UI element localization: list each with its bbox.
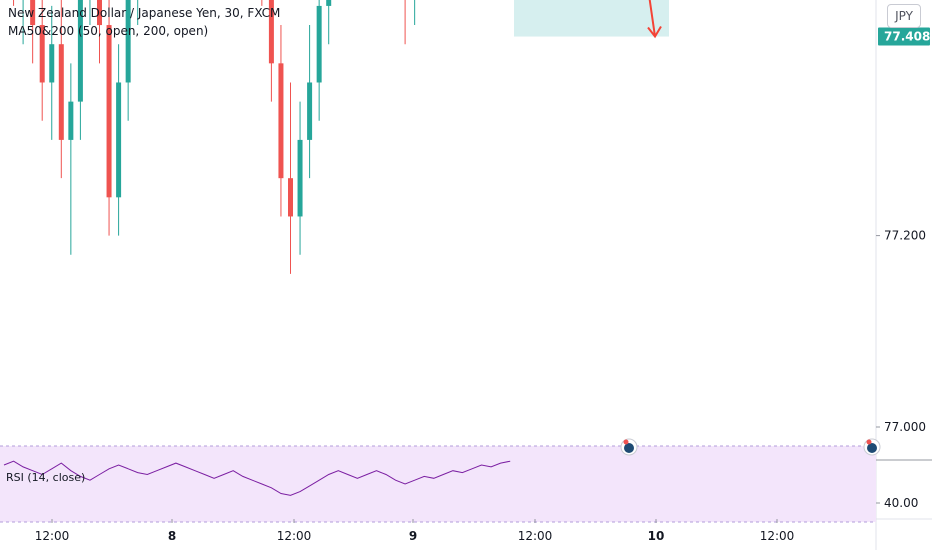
time-tick-label: 12:00	[518, 529, 553, 543]
indicator-title: MA50&200 (50, open, 200, open)	[8, 24, 209, 38]
candle-body	[297, 139, 303, 217]
event-icon-flag[interactable]	[866, 439, 872, 445]
candle	[297, 101, 303, 255]
axes: 78.40078.20077.80077.60077.20077.00040.0…	[35, 229, 926, 543]
candle	[316, 0, 322, 121]
candle-body	[288, 178, 293, 217]
candle-body	[116, 82, 122, 198]
rsi-tick-label: 40.00	[884, 496, 918, 510]
candle	[39, 0, 45, 121]
drawing-zones	[514, 0, 669, 37]
candle-body	[68, 101, 74, 140]
candle-body	[77, 0, 83, 102]
candle	[404, 0, 406, 45]
event-icon-globe[interactable]	[867, 443, 877, 453]
candle-body	[278, 63, 284, 179]
time-tick-label: 12:00	[760, 529, 795, 543]
candle	[278, 25, 284, 217]
event-icons[interactable]	[620, 438, 881, 456]
event-icon-globe[interactable]	[624, 443, 634, 453]
candle-body	[49, 44, 55, 83]
time-tick-label: 8	[168, 529, 176, 543]
candle	[77, 0, 83, 140]
price-tick-label: 77.000	[884, 420, 926, 434]
candle	[97, 0, 102, 64]
take-profit-zone	[514, 0, 669, 37]
rsi-line	[3, 460, 511, 496]
time-tick-label: 10	[648, 529, 665, 543]
candle	[125, 0, 131, 121]
candle	[288, 82, 293, 274]
symbol-title: New Zealand Dollar / Japanese Yen, 30, F…	[8, 6, 281, 20]
projection-arrowhead[interactable]	[647, 26, 662, 39]
candle-body	[97, 0, 102, 26]
rsi-title: RSI (14, close)	[6, 471, 86, 484]
target-price-label-text: 77.408	[884, 30, 930, 44]
candle-body	[316, 5, 322, 83]
candle	[116, 44, 122, 236]
candle-body	[58, 44, 64, 140]
candle	[268, 0, 274, 102]
time-tick-label: 9	[409, 529, 417, 543]
projection-arrow[interactable]	[514, 0, 662, 39]
candle-body	[326, 0, 332, 6]
candle-body	[125, 0, 131, 83]
calendar-event-icon[interactable]	[863, 438, 881, 456]
candle-body	[39, 25, 45, 83]
event-icon-flag[interactable]	[623, 439, 629, 445]
time-tick-label: 12:00	[35, 529, 70, 543]
candle	[58, 0, 64, 179]
candle	[49, 5, 55, 140]
candle	[414, 0, 416, 26]
calendar-event-icon[interactable]	[620, 438, 638, 456]
candle	[22, 0, 24, 45]
candle	[106, 0, 112, 236]
time-tick-label: 12:00	[277, 529, 312, 543]
rsi-pane	[0, 445, 876, 523]
candle	[326, 0, 332, 45]
candle-body	[268, 0, 274, 64]
currency-button[interactable]: JPY	[887, 4, 921, 28]
candle	[307, 25, 313, 179]
target-price-label-bg	[878, 27, 930, 46]
price-labels: 78.25977.91677.91201:10NZDJPY77.408	[878, 27, 930, 46]
candlestick-series	[13, 0, 416, 274]
rsi-band	[0, 446, 876, 522]
candle-body	[106, 25, 112, 198]
candle	[30, 0, 36, 64]
candle-body	[307, 82, 313, 140]
price-tick-label: 77.200	[884, 229, 926, 243]
candle-body	[30, 0, 36, 26]
candle	[68, 63, 74, 255]
